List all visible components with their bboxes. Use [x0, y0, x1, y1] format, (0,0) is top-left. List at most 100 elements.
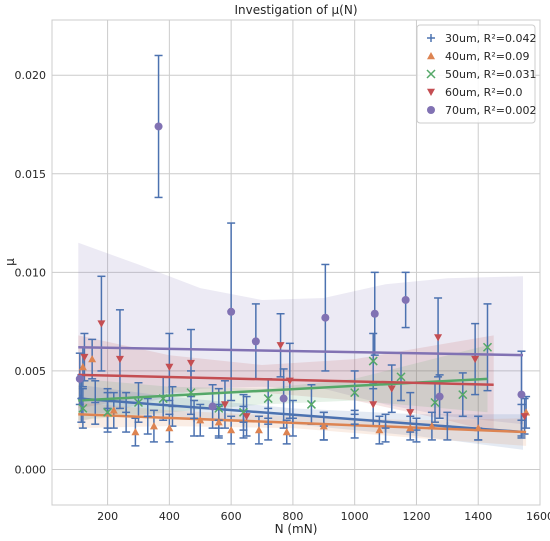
x-tick-label: 1000 — [341, 510, 369, 523]
confidence-band — [78, 384, 524, 450]
data-point — [282, 428, 291, 436]
data-point — [443, 422, 452, 431]
data-point — [78, 403, 88, 413]
data-point — [321, 313, 330, 322]
data-point — [401, 295, 410, 304]
confidence-band — [78, 242, 524, 425]
legend-marker — [427, 52, 435, 60]
confidence-band — [78, 335, 494, 433]
x-tick-label: 200 — [97, 510, 118, 523]
data-point — [276, 342, 285, 350]
data-point — [254, 426, 263, 434]
y-tick-label: 0.015 — [15, 168, 47, 181]
data-point — [91, 398, 100, 407]
y-tick-label: 0.020 — [15, 69, 47, 82]
x-tick-label: 400 — [159, 510, 180, 523]
fit-line — [78, 413, 527, 434]
y-axis-ticks: 0.000 0.005 0.010 0.015 0.020 — [15, 69, 47, 476]
data-point — [88, 355, 97, 363]
data-point — [370, 309, 379, 318]
x-tick-label: 1400 — [464, 510, 492, 523]
data-point — [482, 342, 493, 352]
legend-marker — [427, 34, 435, 42]
data-point — [143, 412, 152, 421]
data-point — [186, 359, 195, 368]
data-point — [279, 394, 288, 403]
data-point — [227, 307, 236, 316]
legend-label: 40um, R²=0.09 — [445, 50, 529, 63]
y-tick-label: 0.010 — [15, 266, 47, 279]
data-point — [165, 424, 174, 432]
x-tick-label: 800 — [282, 510, 303, 523]
data-point — [381, 424, 390, 433]
legend-marker — [427, 88, 435, 96]
data-point — [387, 385, 396, 393]
data-point — [285, 377, 294, 385]
data-point — [103, 407, 113, 417]
legend: 30um, R²=0.042 40um, R²=0.09 50um, R²=0.03… — [416, 24, 536, 124]
data-point — [474, 424, 483, 432]
data-point — [458, 390, 468, 400]
data-point — [165, 363, 174, 371]
y-axis-title: μ — [3, 258, 17, 266]
fit-line — [78, 373, 494, 386]
legend-label: 60um, R²=0.0 — [445, 86, 522, 99]
data-point — [131, 428, 140, 436]
data-point — [168, 402, 177, 411]
data-point — [242, 413, 251, 421]
legend-label: 30um, R²=0.042 — [445, 32, 536, 45]
data-point — [369, 401, 378, 409]
data-point — [264, 420, 273, 429]
legend-marker — [426, 69, 436, 79]
x-axis-title: N (mN) — [275, 522, 318, 536]
data-point — [158, 394, 168, 404]
data-point — [435, 392, 444, 401]
data-point — [109, 406, 118, 414]
data-point — [517, 390, 526, 399]
data-point — [263, 394, 273, 404]
data-point — [115, 355, 124, 364]
chart-title: Investigation of μ(N) — [234, 3, 357, 17]
data-point — [227, 426, 236, 434]
data-point — [214, 418, 223, 426]
legend-marker — [427, 106, 435, 114]
legend-label: 70um, R²=0.002 — [445, 104, 536, 117]
data-point — [375, 426, 384, 434]
data-point — [78, 362, 87, 371]
data-point — [220, 401, 229, 409]
legend-box — [416, 24, 536, 124]
x-tick-label: 600 — [221, 510, 242, 523]
data-point — [350, 388, 360, 398]
legend-label: 50um, R²=0.031 — [445, 68, 536, 81]
data-point — [406, 424, 415, 432]
data-point — [350, 420, 359, 429]
data-point — [239, 418, 248, 427]
y-tick-label: 0.000 — [15, 464, 47, 477]
data-point — [406, 409, 415, 417]
data-point — [288, 414, 297, 423]
data-point — [80, 353, 89, 362]
data-point — [251, 337, 260, 346]
confidence-band — [78, 345, 488, 421]
data-point — [434, 334, 443, 342]
data-point — [306, 399, 316, 409]
data-point — [517, 416, 526, 425]
data-point — [412, 426, 421, 435]
data-point — [149, 422, 158, 430]
x-tick-label: 1200 — [402, 510, 430, 523]
y-tick-label: 0.005 — [15, 365, 47, 378]
data-point — [471, 355, 480, 364]
data-point — [319, 422, 328, 430]
data-point — [427, 422, 436, 430]
data-point — [103, 404, 112, 413]
data-point — [133, 397, 144, 408]
data-point — [190, 414, 199, 423]
fit-line — [78, 346, 524, 357]
data-point — [75, 374, 84, 383]
data-point — [154, 122, 163, 131]
data-point — [122, 408, 131, 417]
data-point — [208, 402, 217, 411]
data-point — [97, 320, 106, 328]
